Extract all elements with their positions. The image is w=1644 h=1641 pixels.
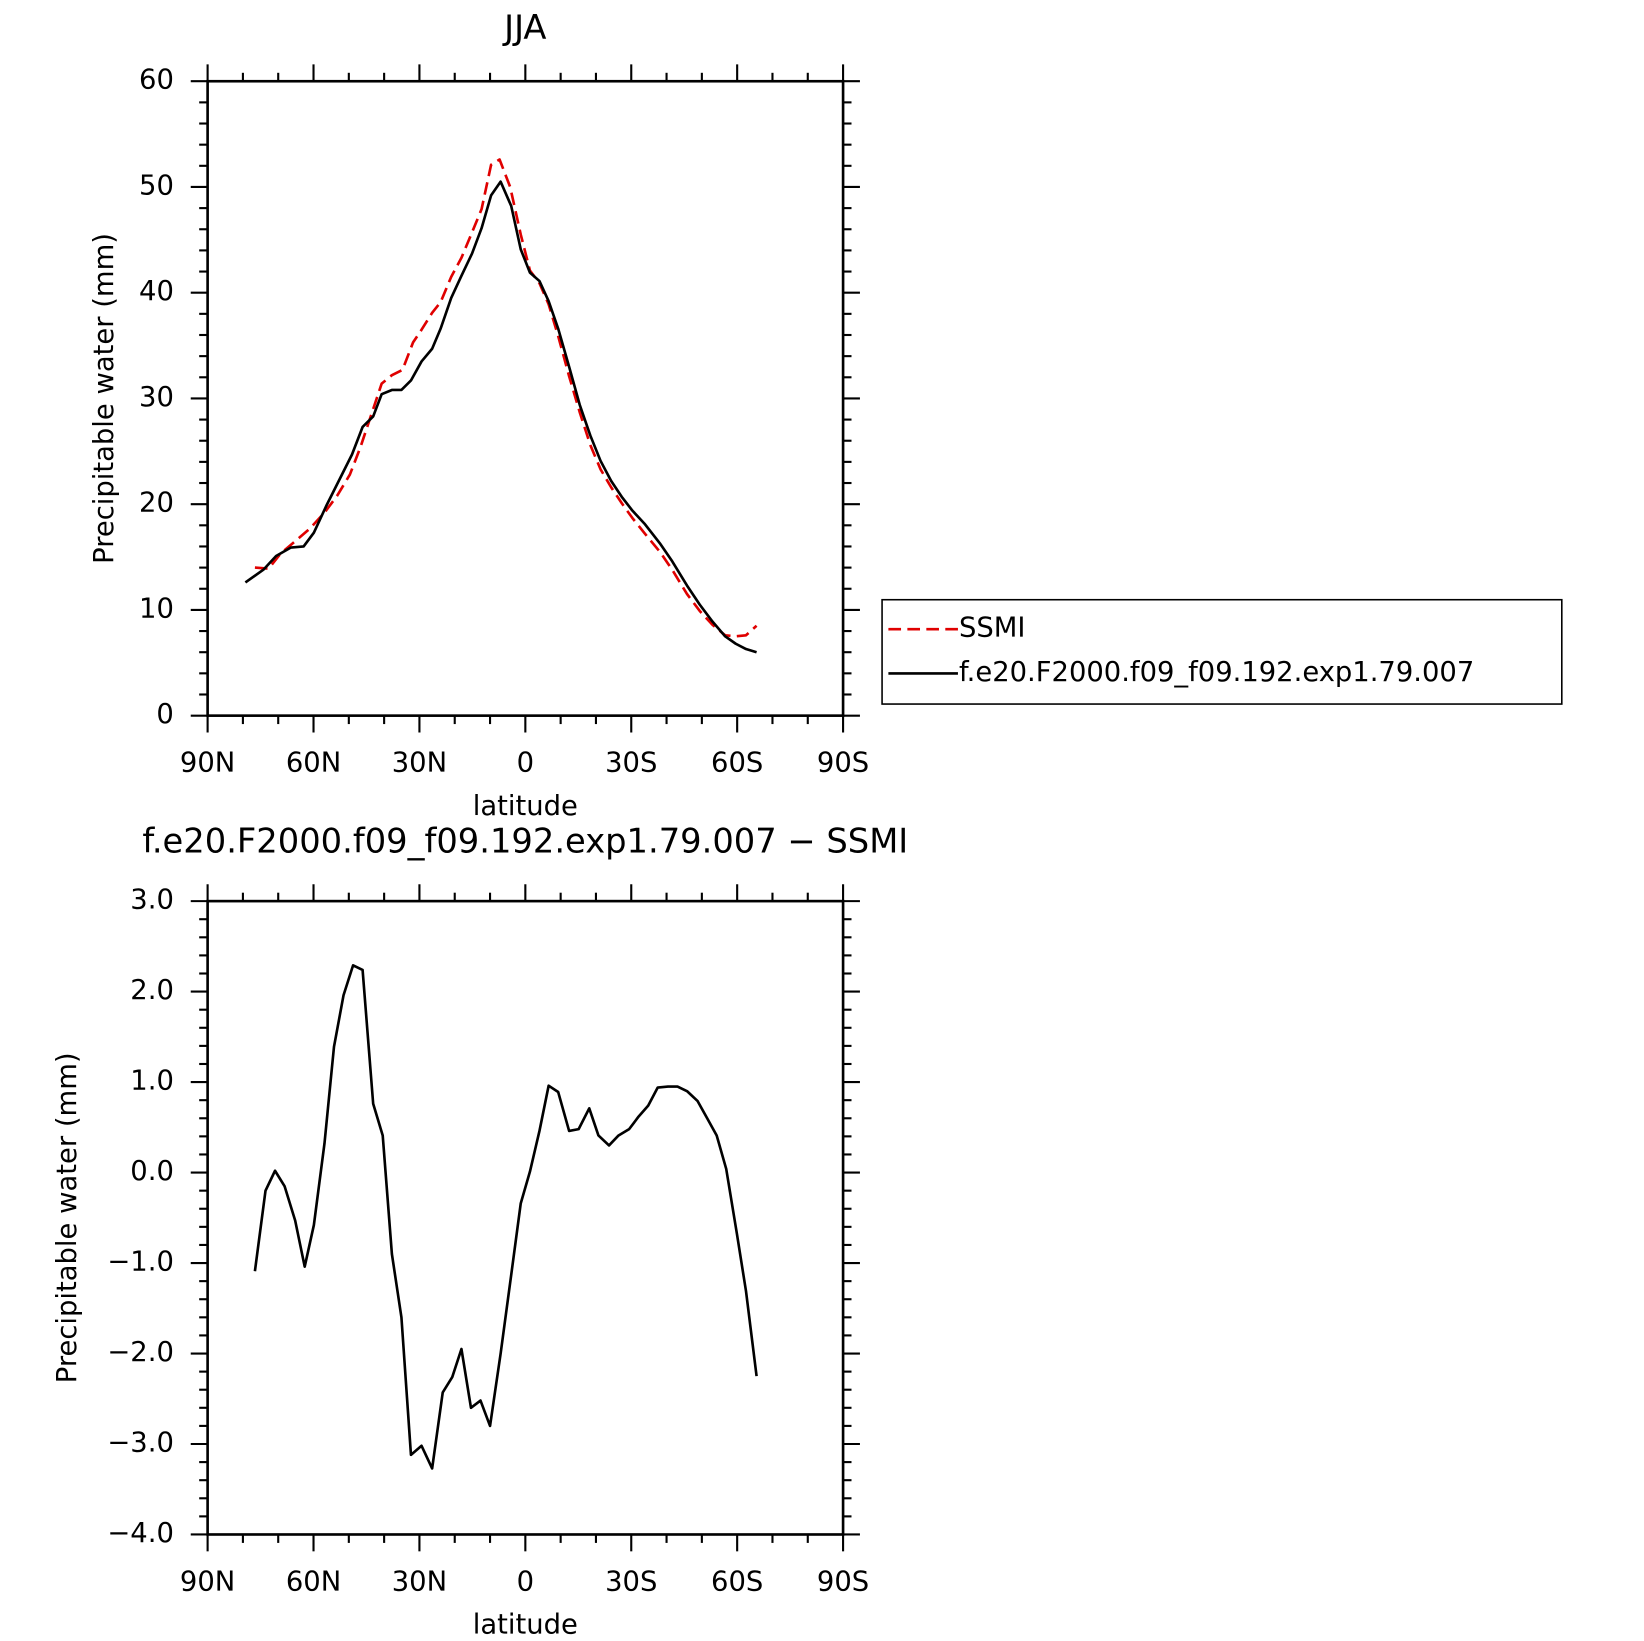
- y-tick-label: 0: [156, 699, 173, 730]
- x-tick-label: 0: [517, 748, 534, 779]
- chart-title: JJA: [502, 8, 546, 47]
- x-tick-label: 30S: [605, 748, 657, 779]
- plot-frame: [206, 79, 845, 717]
- y-tick-label: −2.0: [107, 1337, 174, 1368]
- data-line: [253, 964, 758, 1470]
- y-tick-label: 20: [139, 488, 174, 519]
- plot-frame: [206, 899, 845, 1536]
- x-axis-label: latitude: [473, 791, 578, 822]
- x-tick-label: 30N: [392, 1566, 447, 1597]
- legend-label: SSMI: [959, 613, 1025, 644]
- x-tick-label: 60N: [286, 748, 341, 779]
- x-tick-label: 0: [517, 1566, 534, 1597]
- y-tick-label: 10: [139, 593, 174, 624]
- y-tick-label: 1.0: [130, 1066, 174, 1097]
- x-tick-label: 60N: [286, 1566, 341, 1597]
- y-axis-label: Precipitable water (mm): [89, 233, 120, 564]
- x-tick-label: 90N: [180, 748, 235, 779]
- legend-label: f.e20.F2000.f09_f09.192.exp1.79.007: [959, 657, 1474, 688]
- x-tick-label: 60S: [711, 748, 763, 779]
- y-tick-label: −4.0: [107, 1518, 174, 1549]
- x-tick-label: 30S: [605, 1566, 657, 1597]
- y-tick-label: 30: [139, 382, 174, 413]
- x-axis-label: latitude: [473, 1610, 578, 1641]
- y-tick-label: 0.0: [130, 1156, 174, 1187]
- y-tick-label: 2.0: [130, 975, 174, 1006]
- y-tick-label: 50: [139, 170, 174, 201]
- y-tick-label: −3.0: [107, 1428, 174, 1459]
- chart-title: f.e20.F2000.f09_f09.192.exp1.79.007 − SS…: [142, 822, 908, 861]
- legend-box: [881, 598, 1563, 705]
- y-axis-label: Precipitable water (mm): [52, 1052, 83, 1383]
- y-tick-label: 3.0: [130, 885, 174, 916]
- x-tick-label: 30N: [392, 748, 447, 779]
- x-tick-label: 60S: [711, 1566, 763, 1597]
- y-tick-label: 60: [139, 65, 174, 96]
- x-tick-label: 90S: [817, 748, 869, 779]
- data-line: [244, 180, 757, 654]
- y-tick-label: 40: [139, 276, 174, 307]
- data-line: [254, 158, 758, 638]
- y-tick-label: −1.0: [107, 1247, 174, 1278]
- x-tick-label: 90N: [180, 1566, 235, 1597]
- x-tick-label: 90S: [817, 1566, 869, 1597]
